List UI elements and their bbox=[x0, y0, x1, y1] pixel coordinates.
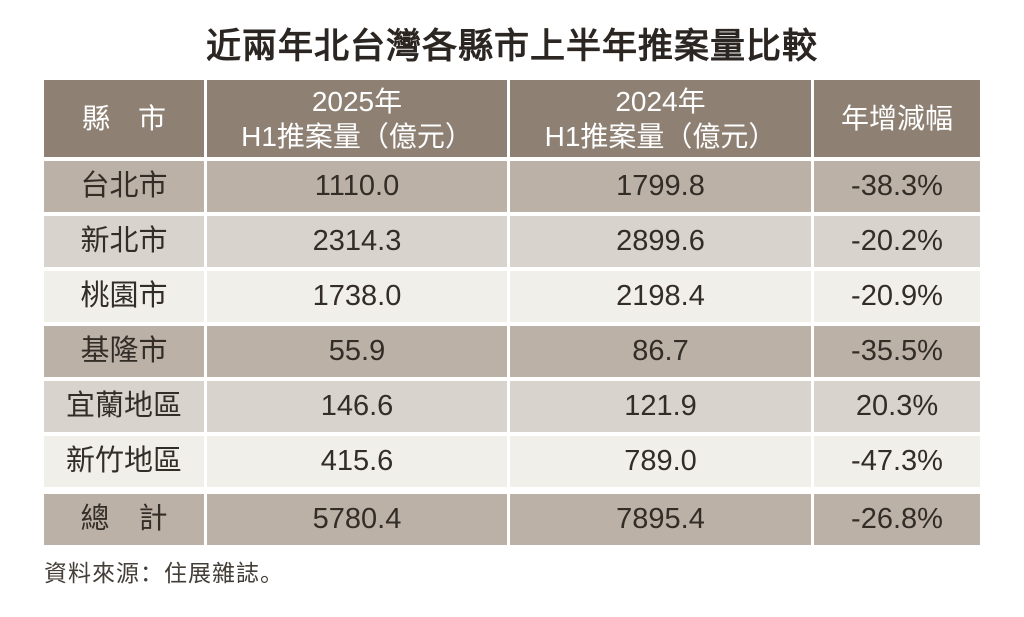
cell-total-label: 總 計 bbox=[44, 494, 204, 545]
cell-city: 宜蘭地區 bbox=[44, 381, 204, 432]
cell-city: 桃園市 bbox=[44, 271, 204, 322]
cell-city: 基隆市 bbox=[44, 326, 204, 377]
cell-total-2025: 5780.4 bbox=[207, 494, 507, 545]
cell-city: 新北市 bbox=[44, 216, 204, 267]
cell-yoy-value: -20.2% bbox=[814, 216, 980, 267]
cell-city: 台北市 bbox=[44, 161, 204, 212]
cell-2025-value: 1738.0 bbox=[207, 271, 507, 322]
cell-2025-value: 415.6 bbox=[207, 436, 507, 487]
header-cell-2024: 2024年 H1推案量（億元） bbox=[510, 80, 811, 157]
table-row-keelung: 基隆市 55.9 86.7 -35.5% bbox=[44, 326, 980, 377]
table-row-taipei: 台北市 1110.0 1799.8 -38.3% bbox=[44, 161, 980, 212]
cell-total-yoy: -26.8% bbox=[814, 494, 980, 545]
cell-total-2024: 7895.4 bbox=[510, 494, 811, 545]
header-cell-yoy: 年增減幅 bbox=[814, 80, 980, 157]
cell-2025-value: 1110.0 bbox=[207, 161, 507, 212]
table-row-total: 總 計 5780.4 7895.4 -26.8% bbox=[44, 494, 980, 545]
cell-2024-value: 86.7 bbox=[510, 326, 811, 377]
table-row-yilan: 宜蘭地區 146.6 121.9 20.3% bbox=[44, 381, 980, 432]
header-cell-city: 縣 市 bbox=[44, 80, 204, 157]
cell-2024-value: 2198.4 bbox=[510, 271, 811, 322]
header-2024-metric: H1推案量（億元） bbox=[544, 120, 777, 152]
cell-2024-value: 789.0 bbox=[510, 436, 811, 487]
header-2025-year: 2025年 bbox=[311, 85, 403, 117]
cell-yoy-value: -35.5% bbox=[814, 326, 980, 377]
chart-title: 近兩年北台灣各縣市上半年推案量比較 bbox=[205, 27, 818, 66]
table-row-newtaipei: 新北市 2314.3 2899.6 -20.2% bbox=[44, 216, 980, 267]
header-2024-year: 2024年 bbox=[615, 85, 706, 117]
cell-2024-value: 1799.8 bbox=[510, 161, 811, 212]
header-2025-metric: H1推案量（億元） bbox=[241, 120, 473, 152]
table-header-row: 縣 市 2025年 H1推案量（億元） 2024年 H1推案量（億元） 年增減幅 bbox=[44, 80, 980, 157]
table-row-taoyuan: 桃園市 1738.0 2198.4 -20.9% bbox=[44, 271, 980, 322]
cell-yoy-value: -47.3% bbox=[814, 436, 980, 487]
cell-city: 新竹地區 bbox=[44, 436, 204, 487]
table-row-hsinchu: 新竹地區 415.6 789.0 -47.3% bbox=[44, 436, 980, 487]
cell-2024-value: 121.9 bbox=[510, 381, 811, 432]
data-table: 縣 市 2025年 H1推案量（億元） 2024年 H1推案量（億元） 年增減幅… bbox=[44, 80, 980, 545]
cell-yoy-value: -38.3% bbox=[814, 161, 980, 212]
source-note: 資料來源：住展雜誌。 bbox=[44, 560, 284, 586]
cell-2025-value: 55.9 bbox=[207, 326, 507, 377]
cell-yoy-value: -20.9% bbox=[814, 271, 980, 322]
cell-2024-value: 2899.6 bbox=[510, 216, 811, 267]
cell-yoy-value: 20.3% bbox=[814, 381, 980, 432]
infographic-table-page: 近兩年北台灣各縣市上半年推案量比較 縣 市 2025年 H1推案量（億元） 20… bbox=[0, 25, 1024, 617]
header-cell-2025: 2025年 H1推案量（億元） bbox=[207, 80, 507, 157]
cell-2025-value: 146.6 bbox=[207, 381, 507, 432]
cell-2025-value: 2314.3 bbox=[207, 216, 507, 267]
